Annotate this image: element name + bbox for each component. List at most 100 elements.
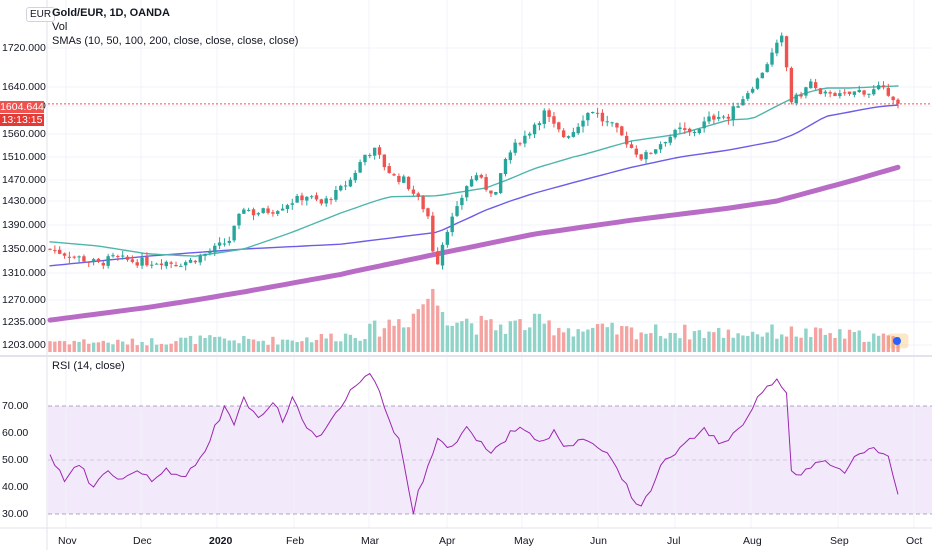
volume-bar — [348, 334, 353, 352]
volume-bar — [668, 332, 672, 352]
candle-body — [280, 208, 285, 211]
volume-bar — [91, 342, 96, 352]
candle-body — [198, 255, 202, 263]
candle-body — [237, 213, 241, 226]
volume-bar — [246, 338, 251, 352]
volume-bar — [213, 336, 217, 352]
candle-body — [314, 195, 319, 200]
volume-bar — [125, 344, 130, 352]
candle-body — [523, 135, 527, 144]
candle-body — [857, 89, 861, 92]
volume-bar — [770, 324, 774, 352]
volume-bar — [566, 328, 571, 352]
candle-body — [692, 132, 697, 134]
sma-50-line — [49, 85, 899, 257]
volume-bar — [809, 337, 813, 352]
candle-body — [295, 195, 299, 203]
volume-bar — [82, 339, 86, 352]
candle-body — [285, 205, 290, 210]
volume-bar — [707, 331, 711, 352]
candle-body — [329, 199, 333, 201]
time-tick-label: May — [514, 535, 534, 547]
candle-body — [537, 123, 542, 126]
currency-badge[interactable]: EUR — [26, 7, 56, 22]
candle-body — [150, 264, 154, 266]
candle-body — [145, 256, 149, 266]
volume-bar — [872, 333, 876, 352]
volume-bar — [343, 333, 348, 352]
candle-body — [809, 81, 813, 89]
candle-body — [460, 197, 464, 206]
rsi-tick-label: 40.00 — [2, 481, 29, 493]
candle-body — [217, 242, 222, 246]
volume-bar — [615, 334, 619, 352]
candle-body — [120, 255, 125, 257]
time-tick-label: Sep — [830, 535, 849, 547]
volume-bar — [198, 335, 202, 352]
volume-bar — [406, 327, 411, 352]
volume-bar — [397, 319, 401, 352]
volume-bar — [629, 327, 634, 352]
volume-bar — [101, 340, 105, 352]
volume-bar — [838, 329, 842, 352]
candle-body — [203, 254, 207, 256]
volume-bar — [498, 324, 503, 352]
volume-bar — [518, 319, 522, 352]
candle-body — [634, 148, 639, 155]
volume-bar — [266, 344, 270, 352]
candle-body — [750, 88, 755, 93]
candle-body — [135, 262, 139, 266]
volume-bar — [261, 340, 265, 352]
candle-body — [77, 256, 81, 258]
candle-body — [731, 106, 735, 121]
candle-body — [125, 256, 130, 260]
candle-body — [620, 126, 624, 136]
vol-legend[interactable]: Vol — [52, 21, 68, 33]
volume-bar — [217, 336, 222, 352]
volume-bar — [731, 337, 735, 352]
candle-body — [775, 42, 779, 54]
sma-legend[interactable]: SMAs (10, 50, 100, 200, close, close, cl… — [52, 35, 299, 47]
candle-body — [96, 258, 101, 262]
time-tick-label: Jul — [667, 535, 681, 547]
candle-body — [629, 144, 634, 148]
volume-bar — [150, 338, 154, 352]
rsi-legend[interactable]: RSI (14, close) — [52, 360, 125, 372]
volume-bar — [77, 341, 81, 352]
candle-body — [348, 179, 353, 187]
volume-bar — [450, 325, 454, 352]
volume-bar — [726, 329, 731, 352]
candle-body — [276, 211, 280, 214]
rsi-line — [49, 372, 899, 515]
time-tick-label: Apr — [439, 535, 456, 547]
candle-body — [561, 130, 566, 138]
volume-bar — [208, 335, 212, 352]
candle-body — [227, 240, 231, 243]
volume-bar — [610, 322, 614, 352]
candle-body — [712, 115, 716, 120]
candle-body — [305, 196, 309, 201]
volume-bar — [183, 337, 188, 352]
volume-bar — [314, 339, 319, 352]
candle-body — [479, 174, 483, 178]
volume-bar — [445, 325, 450, 352]
volume-bar — [120, 341, 125, 352]
candle-body — [663, 142, 668, 144]
volume-bar — [290, 340, 294, 352]
volume-bar — [256, 341, 261, 352]
price-tick-label: 1270.000 — [2, 294, 46, 306]
volume-bar — [576, 329, 580, 352]
event-flag-icon[interactable] — [887, 333, 909, 349]
symbol-title[interactable]: Gold/EUR, 1D, OANDA — [52, 7, 170, 19]
volume-bar — [130, 338, 135, 352]
candle-body — [154, 263, 159, 265]
candle-body — [896, 99, 900, 104]
price-tick-label: 1640.000 — [2, 81, 46, 93]
candle-body — [222, 243, 227, 245]
volume-bar — [494, 330, 498, 352]
candle-body — [760, 72, 765, 79]
rsi-band — [48, 406, 932, 514]
volume-bar — [285, 339, 290, 352]
candle-body — [324, 198, 328, 204]
volume-bar — [174, 341, 178, 352]
